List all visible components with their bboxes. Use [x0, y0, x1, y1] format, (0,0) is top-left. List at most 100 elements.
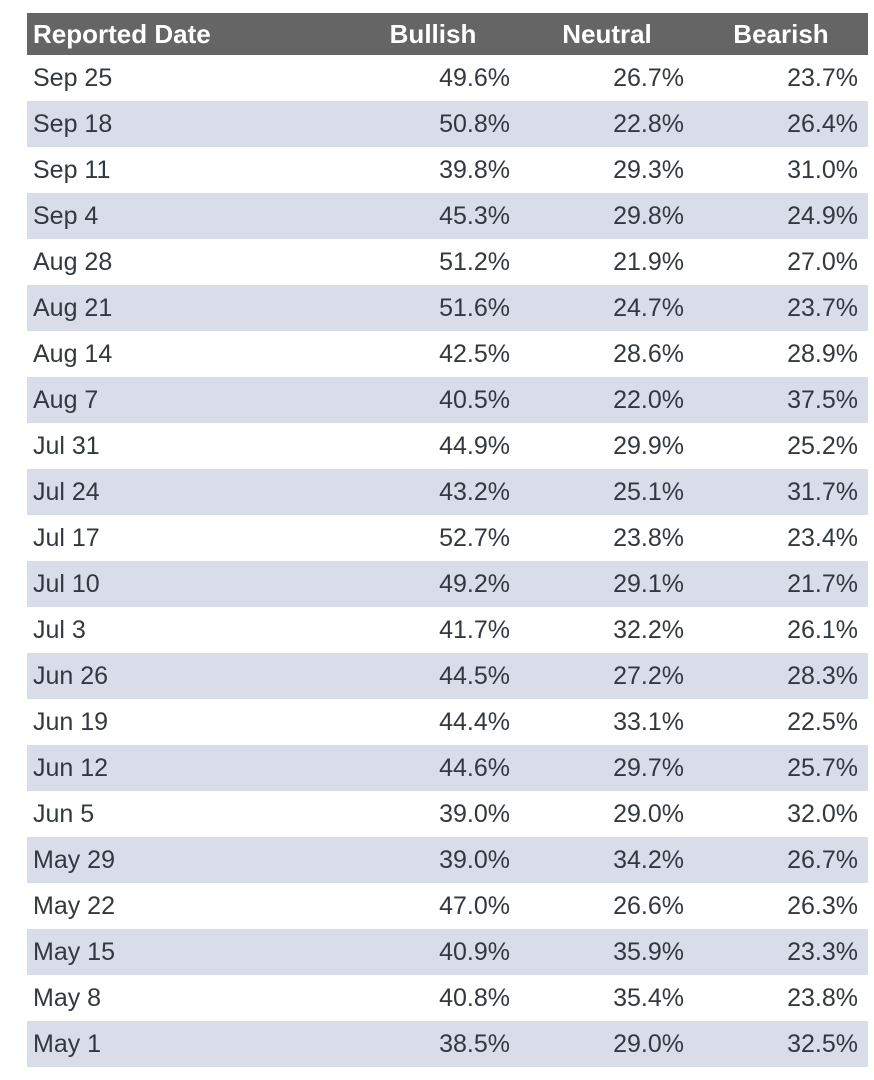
table-row: Jun 12 44.6% 29.7% 25.7% — [27, 745, 868, 791]
bullish-cell: 51.6% — [439, 293, 510, 322]
bullish-cell: 47.0% — [439, 891, 510, 920]
table-row: Sep 4 45.3% 29.8% 24.9% — [27, 193, 868, 239]
neutral-cell: 29.8% — [613, 201, 684, 230]
bullish-cell: 40.5% — [439, 385, 510, 414]
table-row: Aug 21 51.6% 24.7% 23.7% — [27, 285, 868, 331]
bearish-cell: 22.5% — [787, 707, 858, 736]
column-header-bearish[interactable]: Bearish — [733, 18, 829, 49]
table-row: Jul 10 49.2% 29.1% 21.7% — [27, 561, 868, 607]
neutral-cell: 25.1% — [613, 477, 684, 506]
bearish-cell: 32.0% — [787, 799, 858, 828]
reported-date-cell: Jul 17 — [33, 523, 100, 552]
neutral-cell: 35.4% — [613, 983, 684, 1012]
bearish-cell: 28.9% — [787, 339, 858, 368]
table-row: Aug 7 40.5% 22.0% 37.5% — [27, 377, 868, 423]
reported-date-cell: May 22 — [33, 891, 115, 920]
table-row: Sep 25 49.6% 26.7% 23.7% — [27, 55, 868, 101]
neutral-cell: 24.7% — [613, 293, 684, 322]
neutral-cell: 34.2% — [613, 845, 684, 874]
neutral-cell: 27.2% — [613, 661, 684, 690]
bullish-cell: 51.2% — [439, 247, 510, 276]
neutral-cell: 22.0% — [613, 385, 684, 414]
bearish-cell: 23.3% — [787, 937, 858, 966]
reported-date-cell: Aug 7 — [33, 385, 99, 414]
reported-date-cell: Jul 24 — [33, 477, 100, 506]
bullish-cell: 38.5% — [439, 1029, 510, 1058]
bullish-cell: 50.8% — [439, 109, 510, 138]
bearish-cell: 23.4% — [787, 523, 858, 552]
table-row: Jul 24 43.2% 25.1% 31.7% — [27, 469, 868, 515]
neutral-cell: 21.9% — [613, 247, 684, 276]
bullish-cell: 40.9% — [439, 937, 510, 966]
table-row: May 1 38.5% 29.0% 32.5% — [27, 1021, 868, 1067]
bullish-cell: 42.5% — [439, 339, 510, 368]
reported-date-cell: Sep 4 — [33, 201, 99, 230]
table-row: Jun 5 39.0% 29.0% 32.0% — [27, 791, 868, 837]
neutral-cell: 29.3% — [613, 155, 684, 184]
column-header-bullish[interactable]: Bullish — [389, 18, 477, 49]
neutral-cell: 29.0% — [613, 1029, 684, 1058]
bearish-cell: 24.9% — [787, 201, 858, 230]
reported-date-cell: Sep 18 — [33, 109, 113, 138]
bullish-cell: 52.7% — [439, 523, 510, 552]
bullish-cell: 43.2% — [439, 477, 510, 506]
table-row: May 22 47.0% 26.6% 26.3% — [27, 883, 868, 929]
bearish-cell: 27.0% — [787, 247, 858, 276]
bullish-cell: 49.2% — [439, 569, 510, 598]
reported-date-cell: Jul 10 — [33, 569, 100, 598]
neutral-cell: 26.6% — [613, 891, 684, 920]
reported-date-cell: Sep 25 — [33, 63, 113, 92]
table-row: Jun 19 44.4% 33.1% 22.5% — [27, 699, 868, 745]
reported-date-cell: May 8 — [33, 983, 102, 1012]
neutral-cell: 29.0% — [613, 799, 684, 828]
bearish-cell: 31.7% — [787, 477, 858, 506]
bearish-cell: 37.5% — [787, 385, 858, 414]
table-row: May 15 40.9% 35.9% 23.3% — [27, 929, 868, 975]
bearish-cell: 26.4% — [787, 109, 858, 138]
column-header-reported-date[interactable]: Reported Date — [33, 18, 211, 49]
bearish-cell: 25.2% — [787, 431, 858, 460]
reported-date-cell: May 15 — [33, 937, 115, 966]
bullish-cell: 39.8% — [439, 155, 510, 184]
neutral-cell: 33.1% — [613, 707, 684, 736]
table-row: Aug 14 42.5% 28.6% 28.9% — [27, 331, 868, 377]
bullish-cell: 39.0% — [439, 845, 510, 874]
bearish-cell: 26.1% — [787, 615, 858, 644]
neutral-cell: 26.7% — [613, 63, 684, 92]
column-header-neutral[interactable]: Neutral — [562, 18, 652, 49]
bearish-cell: 23.8% — [787, 983, 858, 1012]
neutral-cell: 28.6% — [613, 339, 684, 368]
bearish-cell: 26.3% — [787, 891, 858, 920]
reported-date-cell: Jun 19 — [33, 707, 109, 736]
reported-date-cell: May 29 — [33, 845, 115, 874]
bullish-cell: 44.5% — [439, 661, 510, 690]
table-row: Sep 18 50.8% 22.8% 26.4% — [27, 101, 868, 147]
neutral-cell: 23.8% — [613, 523, 684, 552]
reported-date-cell: Sep 11 — [33, 155, 111, 184]
reported-date-cell: Jul 3 — [33, 615, 86, 644]
table-row: Jul 31 44.9% 29.9% 25.2% — [27, 423, 868, 469]
bullish-cell: 49.6% — [439, 63, 510, 92]
bullish-cell: 41.7% — [439, 615, 510, 644]
bearish-cell: 31.0% — [787, 155, 858, 184]
table-row: Aug 28 51.2% 21.9% 27.0% — [27, 239, 868, 285]
bullish-cell: 40.8% — [439, 983, 510, 1012]
reported-date-cell: Aug 28 — [33, 247, 113, 276]
bearish-cell: 28.3% — [787, 661, 858, 690]
neutral-cell: 29.9% — [613, 431, 684, 460]
bearish-cell: 23.7% — [787, 63, 858, 92]
table-row: Jul 17 52.7% 23.8% 23.4% — [27, 515, 868, 561]
bearish-cell: 26.7% — [787, 845, 858, 874]
table-row: Jun 26 44.5% 27.2% 28.3% — [27, 653, 868, 699]
bullish-cell: 39.0% — [439, 799, 510, 828]
reported-date-cell: Aug 21 — [33, 293, 113, 322]
neutral-cell: 29.7% — [613, 753, 684, 782]
bullish-cell: 44.6% — [439, 753, 510, 782]
neutral-cell: 29.1% — [613, 569, 684, 598]
sentiment-table: Reported Date Bullish Neutral Bearish Se… — [27, 13, 868, 1067]
bearish-cell: 23.7% — [787, 293, 858, 322]
bearish-cell: 21.7% — [787, 569, 858, 598]
table-body: Sep 25 49.6% 26.7% 23.7% Sep 18 50.8% 22.8% 26.… — [27, 55, 868, 1067]
reported-date-cell: Jun 5 — [33, 799, 95, 828]
bullish-cell: 44.4% — [439, 707, 510, 736]
